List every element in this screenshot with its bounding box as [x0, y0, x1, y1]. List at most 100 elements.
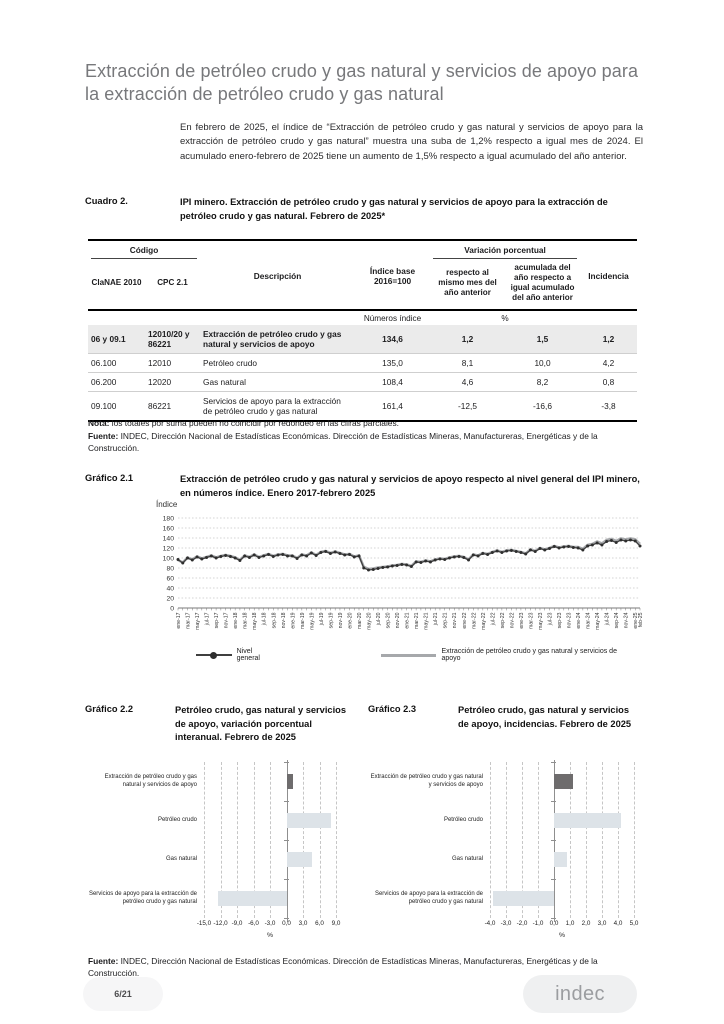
cell-var-mes: 4,6 — [430, 372, 506, 392]
x-tick-label: sep-23 — [557, 612, 563, 628]
bar-category-label: Extracción de petróleo crudo y gas natur… — [370, 773, 483, 788]
category-axis-tick — [551, 918, 557, 919]
nivel-general-marker — [476, 554, 480, 558]
cell-cpc: 12010 — [145, 353, 201, 373]
category-axis-tick — [284, 801, 289, 802]
nivel-general-marker — [376, 567, 380, 570]
cell-incidencia: 1,2 — [580, 325, 638, 354]
nivel-general-marker — [224, 554, 228, 557]
nivel-general-marker — [571, 546, 575, 549]
bar — [493, 891, 554, 906]
nivel-general-marker — [543, 548, 547, 552]
indec-logo: indec — [523, 975, 637, 1013]
bottom-source: Fuente: INDEC, Dirección Nacional de Est… — [88, 956, 598, 978]
nivel-general-marker — [605, 540, 609, 543]
extraccion-line-marker-icon — [381, 653, 437, 657]
y-tick-label: 0 — [170, 605, 174, 612]
nivel-general-marker — [205, 556, 209, 559]
grafico21-label: Gráfico 2.1 — [85, 473, 134, 483]
bar-category-label: Gas natural — [165, 855, 197, 862]
gridline — [618, 762, 619, 918]
cell-desc: Extracción de petróleo crudo y gas natur… — [200, 325, 356, 354]
x-tick-label: mar-19 — [300, 612, 306, 629]
x-tick-label: ene-17 — [176, 612, 182, 628]
x-tick-label: -3,0 — [264, 920, 276, 927]
cell-indice: 108,4 — [355, 372, 431, 392]
y-tick-label: 40 — [166, 585, 174, 592]
nivel-general-marker — [247, 556, 251, 559]
gridline — [506, 762, 507, 918]
nivel-general-marker — [514, 550, 518, 553]
nivel-general-marker — [257, 556, 261, 559]
bar-category-label: Gas natural — [451, 855, 483, 862]
subheader-numeros-indice: Números índice — [355, 309, 431, 325]
x-tick-label: may-17 — [195, 612, 201, 629]
nivel-general-marker — [219, 555, 223, 558]
nivel-general-marker — [562, 545, 566, 549]
nivel-general-marker — [609, 539, 613, 542]
category-axis-tick — [551, 801, 557, 802]
category-axis-tick — [284, 840, 289, 841]
x-tick-label: jul-24 — [605, 612, 611, 626]
nivel-general-marker — [424, 559, 428, 563]
nivel-general-marker — [505, 549, 509, 553]
x-tick-label: sep-18 — [271, 612, 277, 628]
nivel-general-marker — [276, 553, 280, 557]
legend-label: Nivel general — [236, 648, 260, 662]
nivel-general-marker — [371, 568, 375, 571]
grafico23-x-axis: -4,0 -3,0 -2,0 -1,0 0,0 1,0 2,0 3,0 4,0 5,0 — [485, 918, 639, 929]
gridline — [336, 762, 337, 918]
x-tick-label: 9,0 — [331, 920, 341, 927]
cell-clanae: 06.100 — [88, 353, 145, 373]
nivel-general-marker — [352, 555, 356, 559]
cell-indice: 134,6 — [355, 325, 431, 354]
grafico22-x-axis-unit: % — [266, 932, 274, 939]
grafico22-plot — [204, 760, 337, 922]
header-descripcion: Descripción — [200, 239, 356, 310]
zero-axis-line — [286, 760, 288, 922]
category-axis-tick — [551, 879, 557, 880]
nivel-general-marker — [176, 558, 180, 561]
cell-clanae: 06 y 09.1 — [88, 325, 145, 354]
bar — [554, 813, 622, 828]
x-tick-label: -9,0 — [231, 920, 243, 927]
cell-cpc: 12010/20 y 86221 — [145, 325, 201, 354]
x-tick-label: ene-19 — [290, 612, 296, 628]
nivel-general-marker — [347, 553, 351, 556]
x-tick-label: jul-21 — [433, 612, 439, 626]
x-tick-label: jul-19 — [319, 612, 325, 626]
nivel-general-marker — [390, 564, 394, 568]
x-tick-label: nov-23 — [567, 612, 573, 628]
grafico22-x-axis: -15,0 -12,0 -9,0 -6,0 -3,0 0,0 3,0 6,0 9,0 — [197, 918, 341, 929]
x-tick-label: -12,0 — [213, 920, 228, 927]
bar — [554, 774, 574, 789]
y-tick-label: 180 — [163, 515, 175, 522]
gridline — [490, 762, 491, 918]
x-tick-label: nov-18 — [281, 612, 287, 628]
nivel-general-marker — [328, 552, 332, 555]
nivel-general-line-marker-icon — [196, 651, 232, 659]
nivel-general-marker — [600, 543, 604, 547]
x-tick-label: ene-21 — [405, 612, 411, 628]
nivel-general-marker — [271, 555, 275, 558]
cell-var-acum: 8,2 — [505, 372, 581, 392]
nivel-general-marker — [252, 553, 256, 557]
grafico23-category-labels: Extracción de petróleo crudo y gas natur… — [368, 762, 490, 918]
x-tick-label: mar-17 — [186, 612, 192, 629]
nivel-general-marker — [381, 566, 385, 569]
nivel-general-marker — [400, 563, 404, 566]
nivel-general-marker — [281, 553, 285, 556]
bar — [286, 852, 312, 867]
table-row: 09.100 86221 Servicios de apoyo para la … — [88, 391, 638, 422]
zero-axis-line — [554, 760, 555, 922]
nivel-general-marker — [490, 551, 494, 554]
nivel-general-marker — [619, 538, 623, 542]
x-tick-label: may-21 — [424, 612, 430, 629]
x-tick-label: ene-24 — [576, 612, 582, 628]
nivel-general-marker — [324, 550, 328, 553]
table-row: 06 y 09.1 12010/20 y 86221 Extracción de… — [88, 325, 638, 354]
cuadro2-table: Código Descripción Índice base 2016=100 … — [88, 239, 638, 422]
header-incidencia: Incidencia — [580, 239, 638, 310]
bar-category-label: Petróleo crudo — [443, 816, 483, 823]
